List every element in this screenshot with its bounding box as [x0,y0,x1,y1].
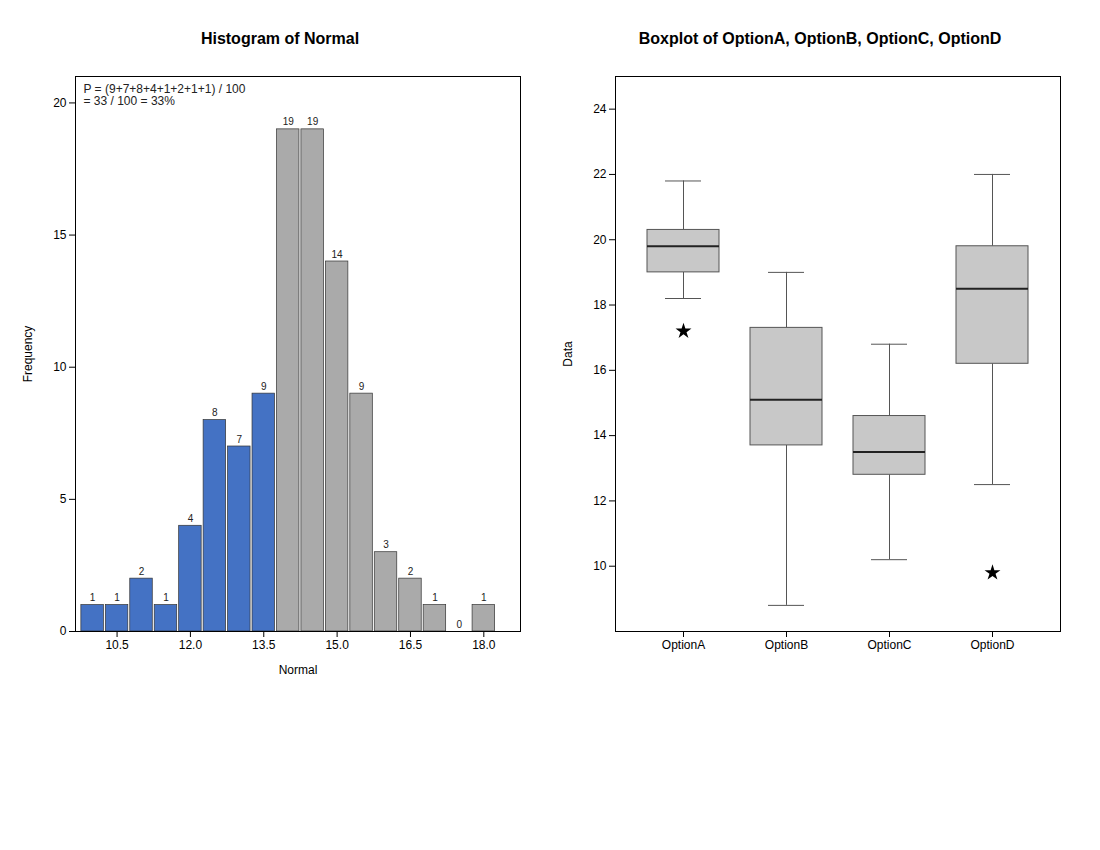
svg-text:16.5: 16.5 [399,638,423,652]
svg-text:18.0: 18.0 [472,638,496,652]
html-text:Histogram of Normal: Histogram of Normal [200,30,360,47]
svg-text:16: 16 [593,363,607,377]
svg-text:3: 3 [383,539,389,550]
svg-text:15: 15 [53,228,67,242]
svg-text:15.0: 15.0 [325,638,349,652]
svg-text:14: 14 [593,428,607,442]
svg-text:Frequency: Frequency [21,326,35,383]
svg-text:1: 1 [481,592,487,603]
svg-text:2: 2 [139,566,145,577]
svg-text:10: 10 [53,360,67,374]
svg-text:1: 1 [432,592,438,603]
svg-text:9: 9 [359,381,365,392]
html-text:Boxplot of OptionA, OptionB, O: Boxplot of OptionA, OptionB, OptionC, Op… [638,30,1002,47]
svg-text:5: 5 [60,492,67,506]
svg-text:1: 1 [163,592,169,603]
svg-text:9: 9 [261,381,267,392]
svg-text:0: 0 [457,619,463,630]
svg-text:12.0: 12.0 [179,638,203,652]
svg-text:P = (9+7+8+4+1+2+1+1) / 100= 3: P = (9+7+8+4+1+2+1+1) / 100= 33 / 100 = … [84,82,246,108]
svg-text:0: 0 [60,624,67,638]
svg-text:10.5: 10.5 [105,638,129,652]
svg-text:13.5: 13.5 [252,638,276,652]
svg-text:20: 20 [53,96,67,110]
svg-text:2: 2 [408,566,414,577]
svg-text:19: 19 [307,116,319,127]
svg-text:OptionB: OptionB [765,638,808,652]
svg-text:12: 12 [593,494,607,508]
svg-text:10: 10 [593,559,607,573]
svg-text:7: 7 [237,434,243,445]
svg-text:Normal: Normal [279,663,318,677]
svg-text:4: 4 [188,513,194,524]
svg-text:14: 14 [332,249,344,260]
svg-text:1: 1 [90,592,96,603]
svg-text:20: 20 [593,233,607,247]
svg-text:24: 24 [593,102,607,116]
svg-text:22: 22 [593,167,607,181]
svg-text:Data: Data [561,341,575,367]
svg-text:19: 19 [283,116,295,127]
svg-text:OptionD: OptionD [970,638,1014,652]
svg-text:OptionA: OptionA [662,638,705,652]
svg-text:8: 8 [212,407,218,418]
svg-text:OptionC: OptionC [867,638,911,652]
svg-text:18: 18 [593,298,607,312]
svg-text:1: 1 [114,592,120,603]
